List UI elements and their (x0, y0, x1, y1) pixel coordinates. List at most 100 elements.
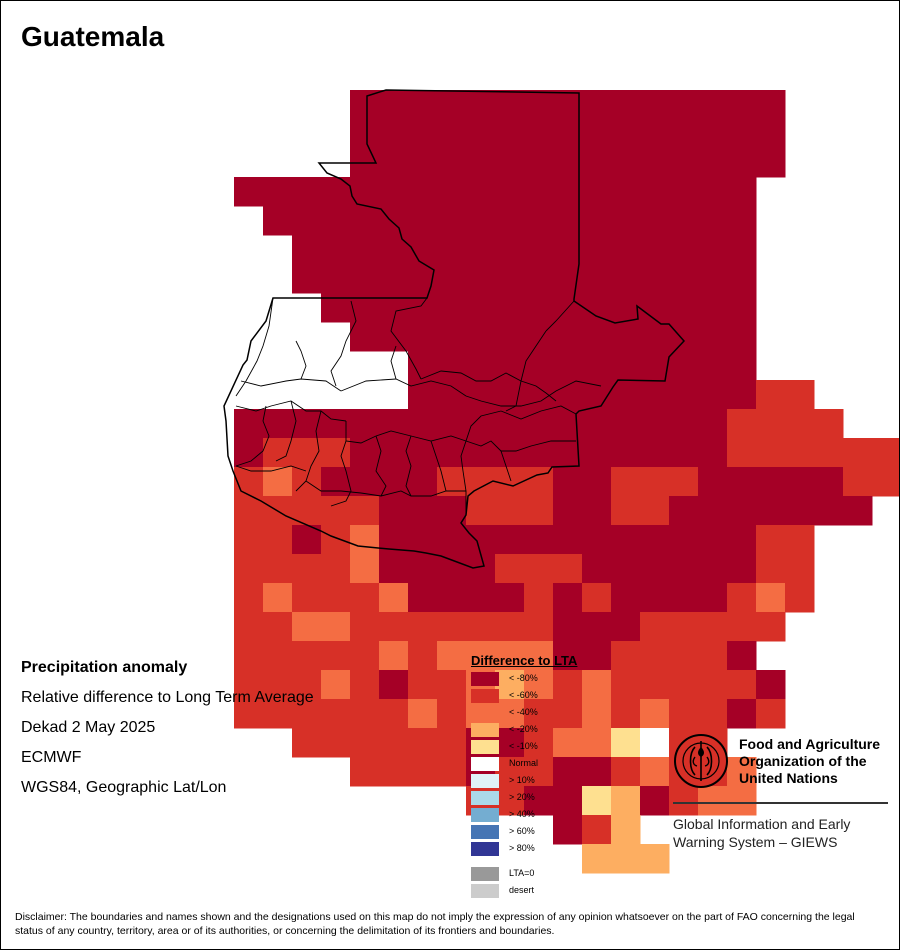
grid-cell (553, 815, 583, 845)
legend-swatch (471, 723, 499, 737)
grid-cell (524, 699, 554, 729)
grid-cell (582, 496, 612, 526)
grid-cell (553, 409, 583, 439)
grid-cell (785, 409, 815, 439)
grid-cell (408, 583, 438, 613)
grid-cell (234, 670, 264, 700)
grid-cell (698, 438, 728, 468)
grid-cell (843, 496, 873, 526)
grid-cell (524, 554, 554, 584)
grid-cell (408, 177, 438, 207)
grid-cell (582, 235, 612, 265)
info-line-period: Dekad 2 May 2025 (21, 719, 156, 736)
legend-item: < -20% (471, 722, 577, 739)
grid-cell (408, 409, 438, 439)
grid-cell (582, 583, 612, 613)
legend-swatch (471, 884, 499, 898)
info-heading: Precipitation anomaly (21, 659, 188, 676)
grid-cell (611, 728, 641, 758)
grid-cell (785, 467, 815, 497)
grid-cell (379, 554, 409, 584)
grid-cell (669, 496, 699, 526)
grid-cell (698, 177, 728, 207)
grid-cell (379, 670, 409, 700)
grid-cell (524, 264, 554, 294)
grid-cell (350, 177, 380, 207)
grid-cell (379, 177, 409, 207)
grid-cell (785, 554, 815, 584)
grid-cell (321, 554, 351, 584)
grid-cell (553, 670, 583, 700)
grid-cell (437, 670, 467, 700)
grid-cell (292, 612, 322, 642)
grid-cell (408, 757, 438, 787)
grid-cell (437, 293, 467, 323)
grid-cell (263, 699, 293, 729)
grid-cell (611, 786, 641, 816)
grid-cell (669, 786, 699, 816)
legend-item: > 40% (471, 807, 577, 824)
grid-cell (727, 206, 757, 236)
grid-cell (408, 148, 438, 178)
grid-cell (437, 467, 467, 497)
grid-cell (582, 409, 612, 439)
grid-cell (350, 670, 380, 700)
grid-cell (524, 786, 554, 816)
grid-cell (495, 583, 525, 613)
grid-cell (437, 322, 467, 352)
grid-cell (379, 90, 409, 120)
legend-item: > 20% (471, 790, 577, 807)
grid-cell (553, 148, 583, 178)
grid-cell (582, 554, 612, 584)
grid-cell (524, 583, 554, 613)
grid-cell (611, 670, 641, 700)
grid-cell (698, 467, 728, 497)
grid-cell (437, 177, 467, 207)
grid-cell (437, 641, 467, 671)
grid-cell (553, 90, 583, 120)
grid-cell (669, 264, 699, 294)
grid-cell (756, 119, 786, 149)
grid-cell (437, 757, 467, 787)
grid-cell (698, 583, 728, 613)
grid-cell (495, 409, 525, 439)
grid-cell (379, 148, 409, 178)
grid-cell (785, 380, 815, 410)
grid-cell (640, 525, 670, 555)
grid-cell (611, 293, 641, 323)
info-line-projection: WGS84, Geographic Lat/Lon (21, 779, 227, 796)
grid-cell (640, 496, 670, 526)
grid-cell (234, 699, 264, 729)
grid-cell (466, 293, 496, 323)
grid-cell (727, 525, 757, 555)
grid-cell (727, 757, 757, 787)
grid-cell (495, 90, 525, 120)
grid-cell (524, 380, 554, 410)
grid-cell (756, 467, 786, 497)
grid-cell (611, 206, 641, 236)
grid-cell (524, 409, 554, 439)
grid-cell (408, 496, 438, 526)
grid-cell (553, 177, 583, 207)
grid-cell (408, 119, 438, 149)
grid-cell (350, 583, 380, 613)
grid-cell (553, 554, 583, 584)
grid-cell (466, 583, 496, 613)
grid-cell (379, 322, 409, 352)
grid-cell (524, 351, 554, 381)
grid-cell (524, 641, 554, 671)
giews-name: Global Information and Early Warning Sys… (673, 815, 893, 851)
grid-cell (727, 351, 757, 381)
grid-cell (292, 235, 322, 265)
grid-cell (524, 177, 554, 207)
grid-cell (756, 670, 786, 700)
grid-cell (669, 641, 699, 671)
grid-cell (640, 380, 670, 410)
grid-cell (727, 148, 757, 178)
grid-cell (727, 90, 757, 120)
grid-cell (234, 583, 264, 613)
grid-cell (263, 206, 293, 236)
grid-cell (640, 612, 670, 642)
info-line-metric: Relative difference to Long Term Average (21, 689, 314, 706)
grid-cell (350, 554, 380, 584)
